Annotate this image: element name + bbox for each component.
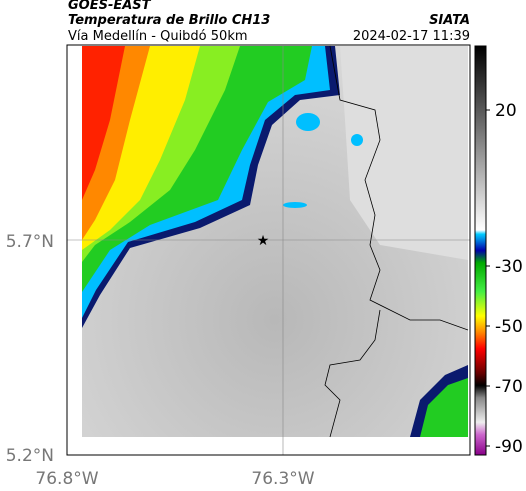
- source: GOES-EAST: [68, 0, 152, 13]
- map-frame: [66, 44, 471, 456]
- subtitle: Vía Medellín - Quibdó 50km: [68, 29, 248, 44]
- svg-text:★: ★: [257, 233, 270, 249]
- lon-label: 76.8°W: [35, 469, 98, 489]
- colorbar-label: -30: [495, 257, 523, 277]
- lon-label: 76.3°W: [251, 469, 314, 489]
- colorbar-label: -70: [495, 377, 523, 397]
- colorbar-label: -90: [495, 437, 523, 457]
- colorbar-label: 20: [495, 101, 517, 121]
- colorbar-label: -50: [495, 317, 523, 337]
- title: Temperatura de Brillo CH13: [68, 13, 270, 28]
- datetime: 2024-02-17 11:39: [353, 29, 470, 44]
- colorbar-ticks: [486, 109, 490, 447]
- lat-label: 5.7°N: [6, 232, 54, 252]
- colorbar: [474, 45, 487, 456]
- satellite-image: ★: [67, 45, 470, 455]
- lat-label: 5.2°N: [6, 446, 54, 466]
- organization: SIATA: [429, 13, 470, 28]
